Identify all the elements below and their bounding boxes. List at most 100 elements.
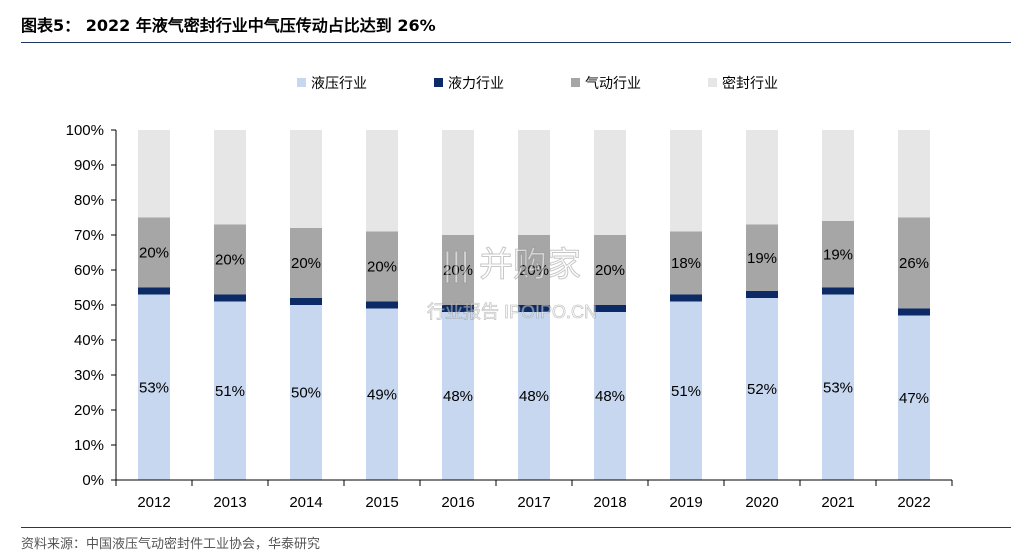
bar-segment <box>442 130 474 235</box>
bar-segment <box>518 235 550 305</box>
data-label: 51% <box>671 383 701 400</box>
legend-label: 气动行业 <box>585 76 641 92</box>
watermark-logo: ||| 并购家 行业报告 IPOIPO.CN <box>427 246 598 323</box>
bar-segment <box>214 130 246 225</box>
bar-segment <box>518 305 550 312</box>
bar-segment <box>594 312 626 480</box>
bar-segment <box>594 130 626 235</box>
bar-segment <box>214 294 246 302</box>
data-label: 50% <box>291 385 321 402</box>
data-label: 52% <box>747 381 777 398</box>
data-label: 20% <box>519 262 549 279</box>
x-tick-label: 2021 <box>821 494 854 511</box>
y-tick-label: 30% <box>74 367 104 384</box>
bar-segment <box>214 224 246 295</box>
y-tick-label: 100% <box>66 122 104 139</box>
y-tick-label: 80% <box>74 192 104 209</box>
data-label: 20% <box>215 252 245 269</box>
y-tick-label: 10% <box>74 437 104 454</box>
y-tick-label: 40% <box>74 332 104 349</box>
bars-group <box>138 130 930 480</box>
bar-segment <box>442 235 474 305</box>
bar-segment <box>290 305 322 480</box>
data-label: 20% <box>139 245 169 262</box>
data-label: 48% <box>519 388 549 405</box>
x-tick-label: 2022 <box>897 494 930 511</box>
bar-segment <box>898 308 930 316</box>
bar-segment <box>670 301 702 480</box>
bar-segment <box>822 130 854 221</box>
bar-segment <box>898 315 930 480</box>
bar-segment <box>746 130 778 225</box>
x-tick-label: 2017 <box>517 494 550 511</box>
x-tick-label: 2016 <box>441 494 474 511</box>
legend-swatch <box>297 78 306 87</box>
data-label: 47% <box>899 390 929 407</box>
bar-segment <box>746 291 778 298</box>
legend-label: 液力行业 <box>448 76 504 92</box>
bar-segment <box>898 130 930 218</box>
figure-title: 图表5： 2022 年液气密封行业中气压传动占比达到 26% <box>21 16 436 35</box>
watermark-text: 行业报告 IPOIPO.CN <box>427 302 597 322</box>
y-tick-label: 50% <box>74 297 104 314</box>
x-tick-label: 2015 <box>365 494 398 511</box>
x-tick-label: 2018 <box>593 494 626 511</box>
legend-swatch <box>434 78 443 87</box>
title-divider <box>21 42 1011 43</box>
data-label: 51% <box>215 383 245 400</box>
data-label: 20% <box>367 259 397 276</box>
x-tick-label: 2020 <box>745 494 778 511</box>
bar-segment <box>442 312 474 480</box>
bar-segment <box>746 224 778 291</box>
legend-swatch <box>571 78 580 87</box>
legend-swatch <box>708 78 717 87</box>
y-tick-label: 0% <box>82 472 104 489</box>
y-tick-label: 20% <box>74 402 104 419</box>
bar-segment <box>138 294 170 480</box>
data-label: 20% <box>595 262 625 279</box>
data-label: 53% <box>823 379 853 396</box>
source-divider <box>21 527 1011 528</box>
x-tick-label: 2014 <box>289 494 322 511</box>
y-tick-label: 70% <box>74 227 104 244</box>
bar-segment <box>290 228 322 298</box>
legend-label: 密封行业 <box>722 75 778 92</box>
bar-segment <box>746 298 778 480</box>
chart-legend: 液压行业 液力行业 气动行业 密封行业 <box>297 75 778 92</box>
data-label: 26% <box>899 255 929 272</box>
bar-segment <box>822 287 854 295</box>
source-note: 资料来源：中国液压气动密封件工业协会，华泰研究 <box>21 537 321 552</box>
legend-label: 液压行业 <box>311 76 367 92</box>
data-label: 20% <box>443 262 473 279</box>
bar-segment <box>670 130 702 232</box>
y-tick-label: 60% <box>74 262 104 279</box>
svg-text:||| 并购家: ||| 并购家 <box>443 246 581 284</box>
bar-segment <box>366 301 398 309</box>
bar-segment <box>442 305 474 312</box>
x-tick-label: 2013 <box>213 494 246 511</box>
data-label: 48% <box>443 388 473 405</box>
bar-segment <box>366 308 398 480</box>
bar-segment <box>822 221 854 288</box>
bar-segment <box>290 130 322 228</box>
bar-segment <box>594 305 626 312</box>
x-tick-label: 2019 <box>669 494 702 511</box>
data-label: 48% <box>595 388 625 405</box>
y-tick-label: 90% <box>74 157 104 174</box>
bar-segment <box>594 235 626 305</box>
bar-segment <box>290 298 322 305</box>
bar-segment <box>138 217 170 288</box>
bar-segment <box>670 231 702 295</box>
bar-segment <box>138 287 170 295</box>
bar-segment <box>518 312 550 480</box>
axes-group: 2012 2013 2014 2015 2016 2017 2018 2019 2020 2021… <box>66 122 953 511</box>
bar-segment <box>670 294 702 302</box>
data-label: 19% <box>747 250 777 267</box>
data-label: 20% <box>291 255 321 272</box>
data-label: 19% <box>823 246 853 263</box>
bar-segment <box>214 301 246 480</box>
data-label: 49% <box>367 386 397 403</box>
data-label: 18% <box>671 255 701 272</box>
bar-segment <box>366 231 398 302</box>
